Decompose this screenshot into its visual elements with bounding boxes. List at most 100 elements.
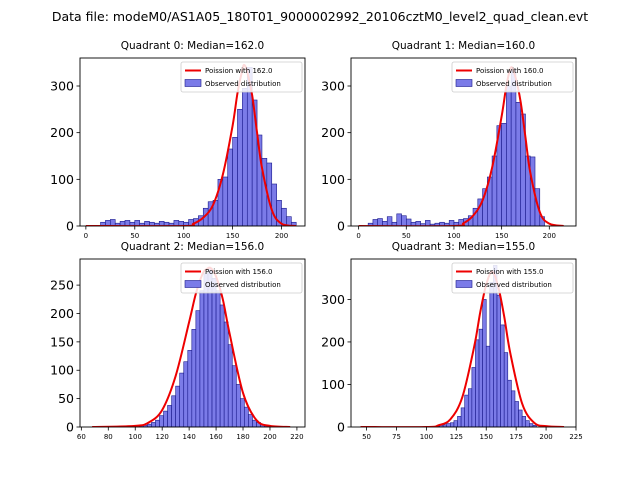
subplot-quadrant-2: Quadrant 2: Median=156.0 60 80 100 120 140 160…	[50, 241, 306, 441]
x-tick-label: 175	[509, 433, 522, 441]
y-tick-label: 300	[50, 79, 74, 94]
histogram-bar	[453, 420, 458, 427]
legend-label-observed: Observed distribution	[476, 281, 552, 289]
x-tick-label: 200	[275, 232, 288, 240]
x-tick-label: 100	[129, 433, 142, 441]
histogram-bar	[203, 273, 209, 427]
x-tick-label: 80	[104, 433, 113, 441]
subplot-quadrant-3: Quadrant 3: Median=155.0 50 75 100 125 150 175…	[321, 241, 583, 441]
histogram-bar	[446, 423, 451, 427]
x-tick-label: 200	[543, 232, 556, 240]
y-tick-label: 150	[50, 334, 74, 349]
subplot-title: Quadrant 3: Median=155.0	[392, 241, 535, 253]
legend-label-observed: Observed distribution	[476, 80, 552, 88]
histogram-bar	[475, 339, 480, 427]
histogram-bar	[500, 324, 505, 427]
legend-label-observed: Observed distribution	[205, 281, 281, 289]
y-tick-label: 250	[50, 278, 74, 293]
histogram-bar	[232, 137, 238, 226]
y-tick-label: 200	[321, 334, 345, 349]
histogram-bar	[485, 345, 491, 427]
subplot-title: Quadrant 2: Median=156.0	[121, 241, 264, 253]
histogram-bar	[159, 415, 164, 427]
histogram-bar	[171, 395, 176, 427]
histogram-bar	[457, 416, 462, 427]
y-tick-label: 300	[321, 79, 345, 94]
histogram-bar	[155, 419, 160, 427]
legend-box	[180, 61, 303, 93]
histogram-bars	[435, 265, 537, 427]
legend-label-poisson: Poission with 162.0	[205, 67, 273, 75]
histogram-bar	[515, 102, 522, 226]
legend-label-poisson: Poission with 155.0	[476, 268, 544, 276]
x-tick-label: 50	[362, 433, 371, 441]
y-tick-label: 100	[321, 377, 345, 392]
x-tick-label: 150	[226, 232, 239, 240]
y-tick-label: 0	[66, 420, 74, 435]
histogram-bar	[163, 410, 168, 427]
subplot-title: Quadrant 1: Median=160.0	[392, 40, 535, 52]
histogram-bar	[175, 385, 181, 427]
histogram-bar	[211, 277, 217, 427]
legend: Poission with 155.0 Observed distribution	[451, 262, 574, 294]
y-tick-label: 100	[50, 363, 74, 378]
histogram-bar	[425, 220, 431, 226]
histogram-bar	[183, 361, 189, 427]
histogram-bar	[471, 367, 476, 427]
histogram-bar	[529, 423, 534, 427]
x-tick-label: 100	[447, 232, 460, 240]
legend-box	[180, 262, 303, 294]
histogram-bar	[227, 148, 233, 226]
histogram-bar	[507, 379, 512, 427]
subplot-quadrant-0: Quadrant 0: Median=162.0 0 50 100 150 200 0 100…	[50, 40, 306, 240]
legend-bar-swatch	[455, 280, 473, 288]
histogram-bars	[367, 69, 545, 226]
histogram-bars	[138, 267, 273, 427]
x-tick-label: 220	[290, 433, 303, 441]
legend-label-poisson: Poission with 160.0	[476, 67, 544, 75]
histogram-bar	[252, 419, 257, 427]
histogram-bar	[405, 218, 412, 226]
histogram-bar	[460, 407, 465, 427]
histogram-bar	[467, 388, 473, 427]
x-tick-label: 50	[402, 232, 411, 240]
histogram-bar	[231, 365, 237, 427]
histogram-bar	[237, 109, 243, 226]
histogram-bar	[248, 414, 253, 427]
x-tick-label: 0	[356, 232, 360, 240]
legend-box	[451, 262, 574, 294]
histogram-bar	[396, 213, 402, 226]
y-tick-label: 50	[58, 391, 74, 406]
x-tick-label: 50	[130, 232, 139, 240]
legend-bar-swatch	[184, 280, 202, 288]
x-tick-label: 140	[182, 433, 195, 441]
histogram-bar	[179, 372, 185, 427]
histogram-bar	[377, 218, 383, 226]
histogram-bar	[496, 294, 501, 427]
histogram-bar	[464, 394, 469, 427]
y-tick-label: 300	[321, 292, 345, 307]
histogram-bar	[227, 344, 233, 427]
legend-bar-swatch	[184, 79, 202, 87]
axes-frame	[350, 258, 577, 428]
x-tick-label: 150	[495, 232, 508, 240]
y-tick-label: 200	[50, 306, 74, 321]
histogram-bar	[518, 409, 523, 427]
histogram-bar	[514, 401, 519, 427]
histogram-bar	[242, 88, 248, 226]
x-tick-label: 100	[177, 232, 190, 240]
histogram-bar	[235, 384, 241, 427]
x-tick-label: 180	[236, 433, 249, 441]
legend: Poission with 160.0 Observed distribution	[451, 61, 574, 93]
histogram-bar	[482, 299, 487, 427]
x-tick-label: 125	[450, 433, 463, 441]
x-tick-label: 200	[539, 433, 552, 441]
histogram-bar	[240, 398, 245, 427]
axes-frame	[79, 57, 306, 227]
histogram-bar	[191, 329, 197, 427]
x-tick-label: 100	[420, 433, 433, 441]
histogram-bar	[110, 219, 116, 226]
x-tick-label: 120	[155, 433, 168, 441]
histogram-bars	[100, 67, 297, 226]
